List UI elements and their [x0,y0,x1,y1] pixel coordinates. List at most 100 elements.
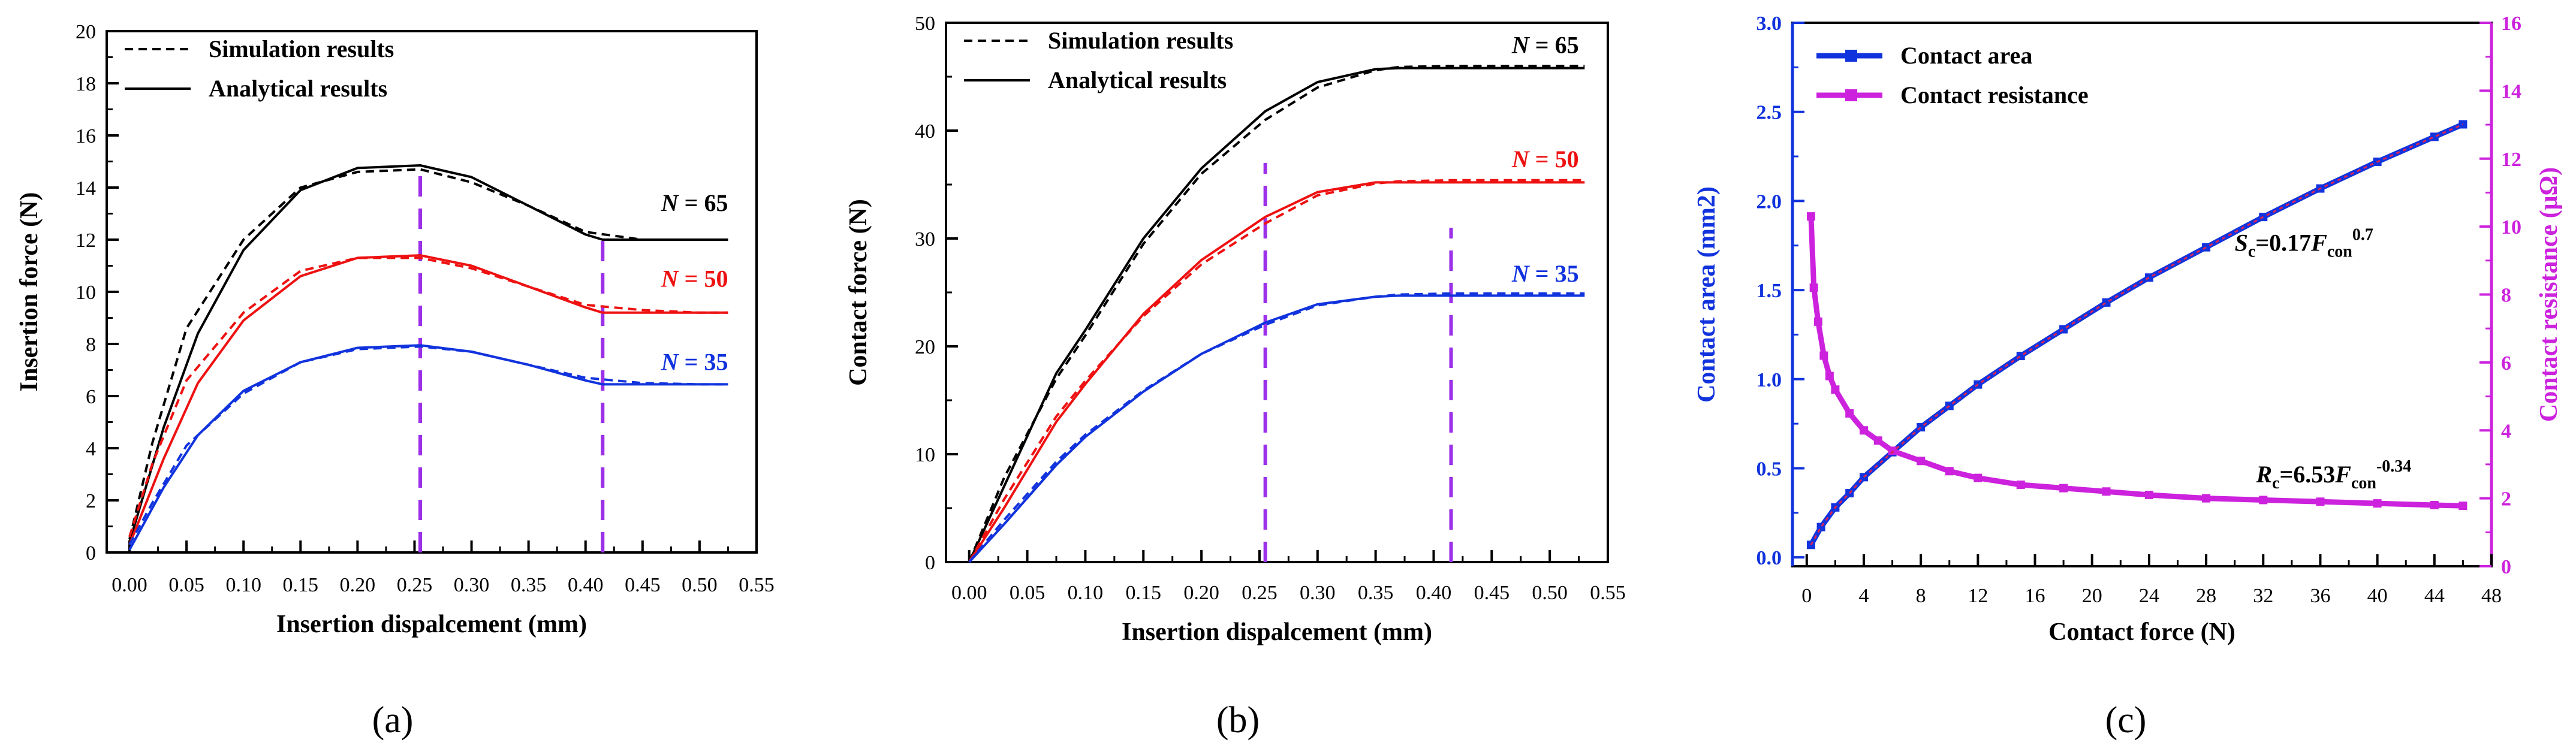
text-span: = 50 [1529,146,1579,173]
series-marker-1 [1825,372,1834,380]
y-tick-label: 20 [76,21,96,43]
text-span: N [1511,31,1530,58]
x-tick-label: 0.25 [397,574,433,596]
series-marker-1 [1974,473,1983,482]
series-marker-1 [1845,409,1854,418]
x-tick-label: 8 [1916,585,1926,607]
series-line-2 [968,181,1585,563]
series-marker-1 [2102,487,2111,496]
series-marker-1 [1806,212,1815,221]
y2-tick-label: 6 [2501,352,2511,374]
x-tick-label: 0.30 [454,574,490,596]
text-span: c [2272,474,2279,493]
series-line-5 [128,345,728,545]
x-tick-label: 0.00 [112,574,147,596]
x-tick-label: 0.10 [225,574,261,596]
text-span: N [661,349,680,376]
series-marker-1 [1873,436,1882,445]
x-tick-label: 24 [2139,585,2159,607]
y-tick-label: 2 [86,490,96,512]
text-span: S [2235,229,2248,256]
y-tick-label: 6 [86,386,96,408]
y-tick-label: 10 [915,444,935,466]
series-marker-0 [2102,298,2111,307]
x-tick-label: 0 [1801,585,1812,607]
x-tick-label: 0.35 [1358,582,1394,604]
y-tick-label: 2.0 [1756,191,1782,213]
plot-frame [106,30,758,554]
panel-c-contact-area-resistance-chart: 0 4 8 12 16 20 24 28 32 36 40 44 480.00.51.01.52.02.… [1693,13,2563,646]
x-tick-label: 0.30 [1300,582,1336,604]
y2-tick-label: 12 [2501,149,2521,171]
series-marker-1 [2059,484,2068,493]
y-tick-label: 50 [915,13,935,35]
panel-a-insertion-force-chart: 0.00 0.05 0.10 0.15 0.20 0.25 0.30 0.35 0.40 0.45… [16,21,775,638]
x-tick-label: 12 [1968,585,1988,607]
curve-annotation: N = 65 [661,189,728,216]
series-line-3 [128,256,728,537]
y-axis-label: Contact area (mm2) [1693,186,1721,403]
x-tick-label: 0.20 [1183,582,1219,604]
y2-tick-label: 14 [2501,80,2521,102]
y-tick-label: 4 [86,438,96,460]
series-marker-1 [1813,317,1822,326]
x-tick-label: 0.50 [682,574,718,596]
series-line-1 [968,65,1585,563]
y-tick-label: 10 [76,282,96,304]
x-tick-label: 28 [2196,585,2216,607]
x-tick-label: 0.45 [625,574,661,596]
x-tick-label: 0.55 [1590,582,1626,604]
legend-label: Simulation results [1048,27,1233,54]
y2-tick-label: 8 [2501,285,2511,307]
x-tick-label: 0.45 [1474,582,1510,604]
text-span: = 35 [1529,260,1579,287]
series-line-4 [128,344,728,551]
series-marker-1 [2459,502,2467,511]
x-tick-label: 44 [2424,585,2445,607]
series-marker-1 [2202,494,2211,503]
panel-label-b: (b) [1216,700,1260,741]
y-tick-label: 1.5 [1756,280,1782,302]
y-tick-label: 20 [915,336,935,358]
x-axis-label: Insertion dispalcement (mm) [1122,618,1432,646]
y-tick-label: 0 [925,552,935,574]
text-span: = 65 [679,189,728,216]
text-span: =6.53 [2279,461,2335,488]
legend-label: Contact area [1900,42,2032,69]
x-tick-label: 0.10 [1068,582,1104,604]
curve-annotation: N = 35 [1511,260,1579,287]
legend-label: Simulation results [209,35,394,62]
y-tick-label: 0 [86,542,96,564]
panel-label-a: (a) [372,700,414,741]
series-line-1 [1808,216,2463,509]
series-marker-1 [2430,500,2439,509]
y-axis-label: Insertion force (N) [16,192,43,392]
x-tick-label: 16 [2025,585,2045,607]
x-tick-label: 32 [2253,585,2273,607]
series-line-4 [968,294,1585,563]
fit-equation: Sc=0.17Fcon0.7 [2235,226,2373,261]
y-tick-label: 0.5 [1756,458,1782,480]
y-tick-label: 2.5 [1756,102,1782,124]
x-tick-label: 0.25 [1242,582,1278,604]
x-tick-label: 0.00 [951,582,987,604]
x-tick-label: 0.05 [1010,582,1046,604]
series-marker-1 [2259,496,2268,505]
series-marker-1 [1859,426,1868,435]
y-tick-label: 3.0 [1756,13,1782,35]
y-tick-label: 18 [76,73,96,95]
x-tick-label: 48 [2481,585,2502,607]
text-span: F [2334,461,2351,488]
x-tick-label: 0.05 [168,574,204,596]
curve-annotation: N = 35 [661,349,728,376]
text-span: = 65 [1529,31,1579,58]
x-tick-label: 0.40 [1416,582,1452,604]
x-axis-label: Insertion dispalcement (mm) [276,611,587,638]
plot-frame [1791,22,2493,567]
series-marker-1 [1809,283,1818,292]
y-tick-label: 12 [76,229,96,252]
x-tick-label: 0.15 [283,574,319,596]
legend-marker [1845,89,1857,101]
x-tick-label: 0.40 [568,574,604,596]
x-axis-label: Contact force (N) [2048,618,2235,646]
